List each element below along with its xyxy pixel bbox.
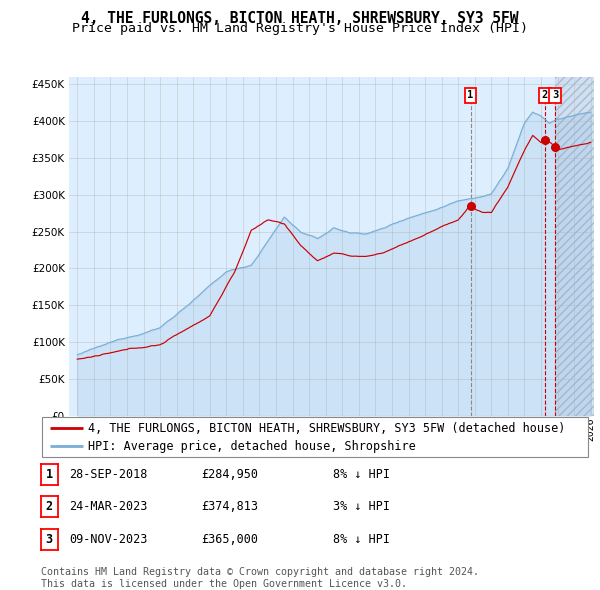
Text: £284,950: £284,950: [201, 468, 258, 481]
Text: 2: 2: [542, 90, 548, 100]
Text: 3% ↓ HPI: 3% ↓ HPI: [333, 500, 390, 513]
FancyBboxPatch shape: [42, 417, 588, 457]
Bar: [555, 77, 600, 416]
Text: 24-MAR-2023: 24-MAR-2023: [69, 500, 148, 513]
Text: 1: 1: [467, 90, 474, 100]
Text: 2: 2: [46, 500, 53, 513]
Text: 3: 3: [552, 90, 558, 100]
Text: 8% ↓ HPI: 8% ↓ HPI: [333, 533, 390, 546]
Text: 3: 3: [46, 533, 53, 546]
Text: £374,813: £374,813: [201, 500, 258, 513]
Text: 1: 1: [46, 468, 53, 481]
Text: Contains HM Land Registry data © Crown copyright and database right 2024.
This d: Contains HM Land Registry data © Crown c…: [41, 567, 479, 589]
Text: Price paid vs. HM Land Registry's House Price Index (HPI): Price paid vs. HM Land Registry's House …: [72, 22, 528, 35]
Text: HPI: Average price, detached house, Shropshire: HPI: Average price, detached house, Shro…: [88, 440, 416, 453]
Text: 09-NOV-2023: 09-NOV-2023: [69, 533, 148, 546]
Text: £365,000: £365,000: [201, 533, 258, 546]
Text: 28-SEP-2018: 28-SEP-2018: [69, 468, 148, 481]
Bar: [555, 77, 600, 416]
Text: 4, THE FURLONGS, BICTON HEATH, SHREWSBURY, SY3 5FW: 4, THE FURLONGS, BICTON HEATH, SHREWSBUR…: [81, 11, 519, 25]
Text: 8% ↓ HPI: 8% ↓ HPI: [333, 468, 390, 481]
Text: 4, THE FURLONGS, BICTON HEATH, SHREWSBURY, SY3 5FW (detached house): 4, THE FURLONGS, BICTON HEATH, SHREWSBUR…: [88, 422, 566, 435]
